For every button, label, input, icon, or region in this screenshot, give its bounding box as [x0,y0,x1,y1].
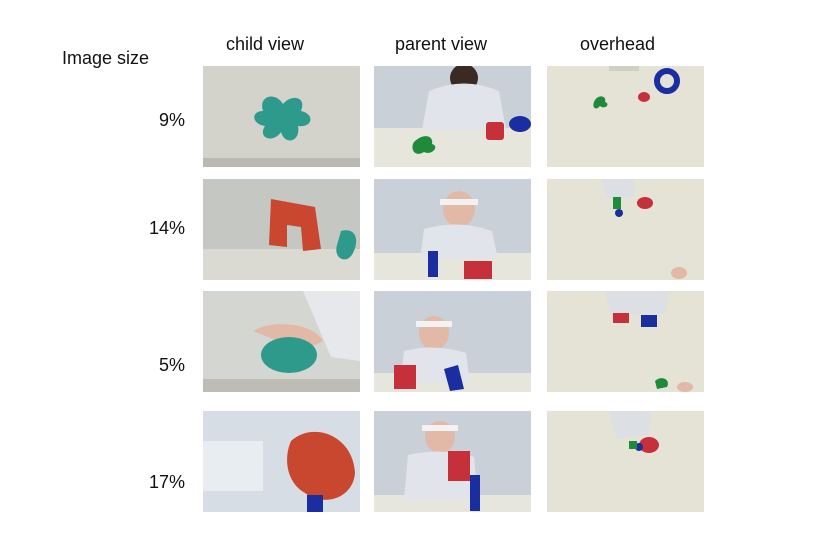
child-view-image [203,66,360,167]
column-header-parent-view: parent view [395,34,488,54]
row-size-label: 14% [148,218,185,238]
parent-view-image [374,66,531,167]
child-view-image [203,179,360,280]
column-header-child-view: child view [226,34,305,54]
overhead-image [547,411,704,512]
overhead-image [547,291,704,392]
parent-view-image [374,291,531,392]
child-view-image [203,291,360,392]
parent-view-image [374,179,531,280]
parent-view-image [374,411,531,512]
row-size-label: 5% [158,355,185,375]
overhead-image [547,66,704,167]
row-size-label: 17% [148,472,185,492]
overhead-image [547,179,704,280]
child-view-image [203,411,360,512]
column-header-overhead: overhead [580,34,656,54]
image-size-header: Image size [62,48,150,68]
row-size-label: 9% [158,110,185,130]
